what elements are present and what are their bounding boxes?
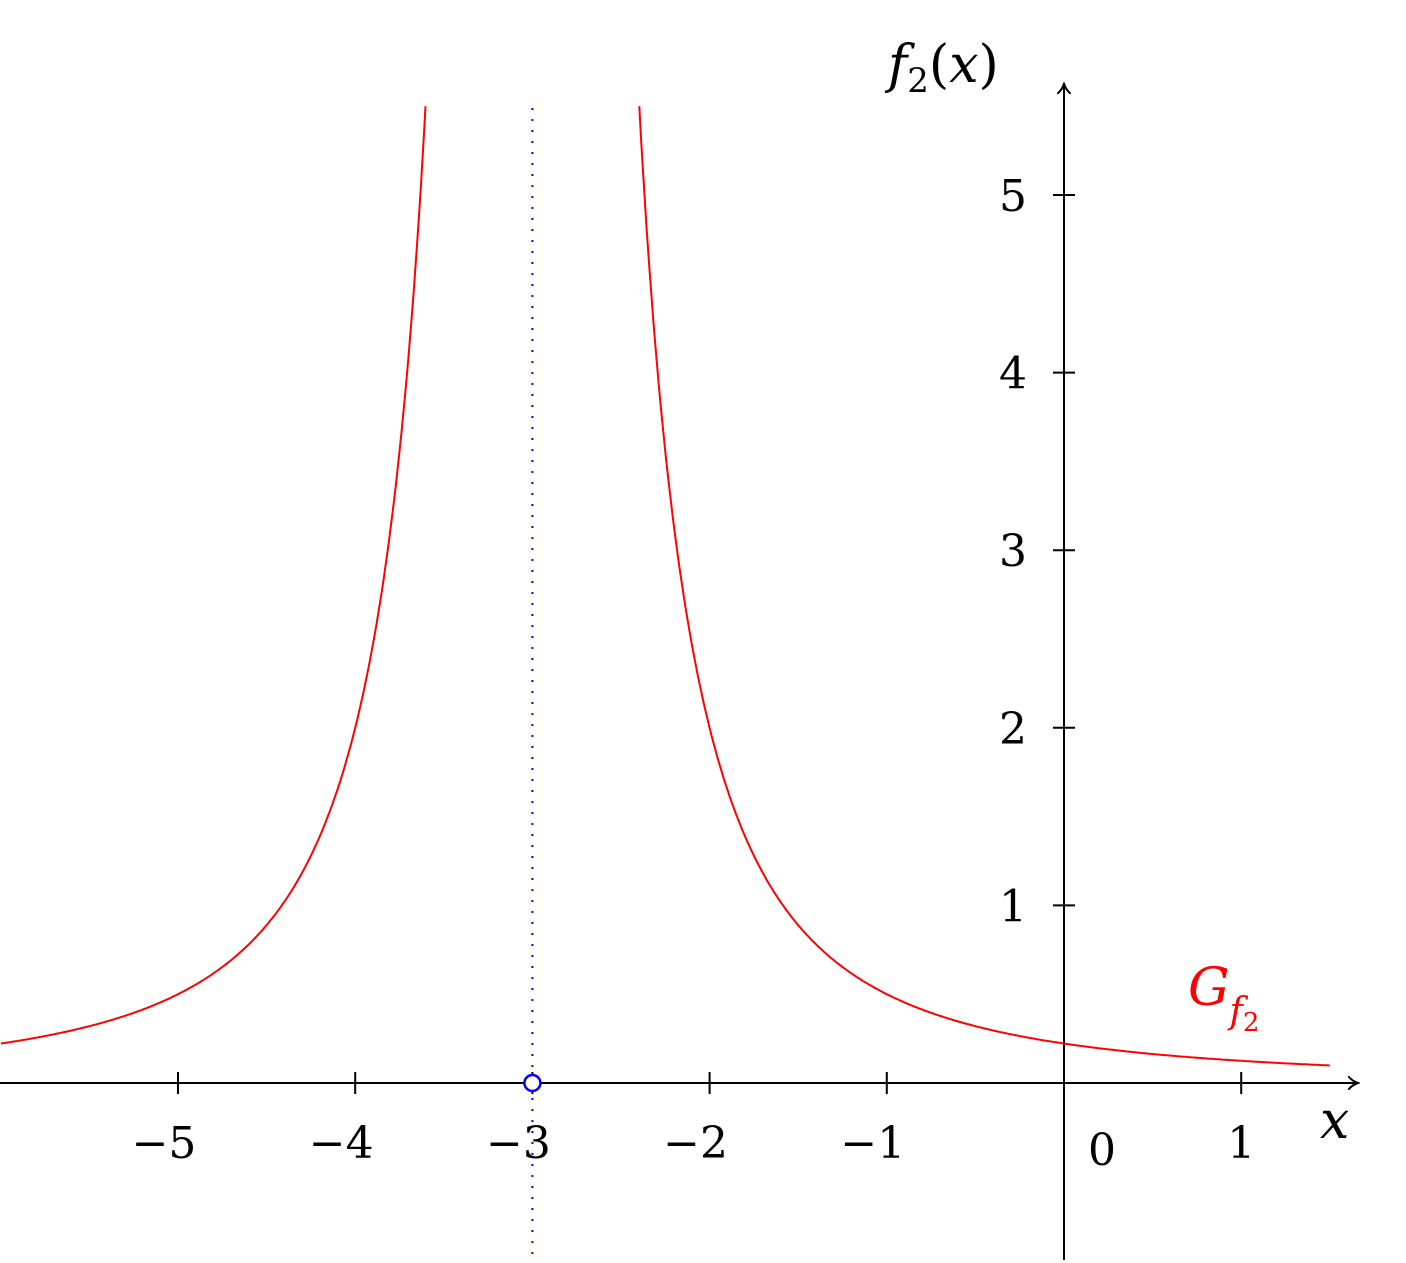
x-tick-label: −5 [132, 1118, 197, 1169]
series-line-right-branch [638, 106, 1330, 1067]
series-line-left-branch [0, 106, 427, 1045]
x-tick-label: −1 [840, 1118, 905, 1169]
series-label: Gf2 [1188, 958, 1259, 1038]
x-tick-label: −3 [486, 1118, 551, 1169]
y-tick-label: 5 [999, 171, 1027, 222]
x-tick-label: 1 [1227, 1118, 1255, 1169]
y-axis-title: f2(x) [884, 35, 999, 101]
x-tick-label: −2 [663, 1118, 728, 1169]
y-tick-label: 3 [999, 526, 1027, 577]
x-axis-title: x [1320, 1091, 1349, 1151]
open-point-marker [523, 1073, 542, 1093]
origin-label: 0 [1088, 1125, 1116, 1176]
y-tick-label: 2 [999, 704, 1027, 755]
x-tick-label: −4 [309, 1118, 374, 1169]
y-tick-label: 1 [999, 881, 1027, 932]
y-tick-label: 4 [999, 349, 1027, 400]
